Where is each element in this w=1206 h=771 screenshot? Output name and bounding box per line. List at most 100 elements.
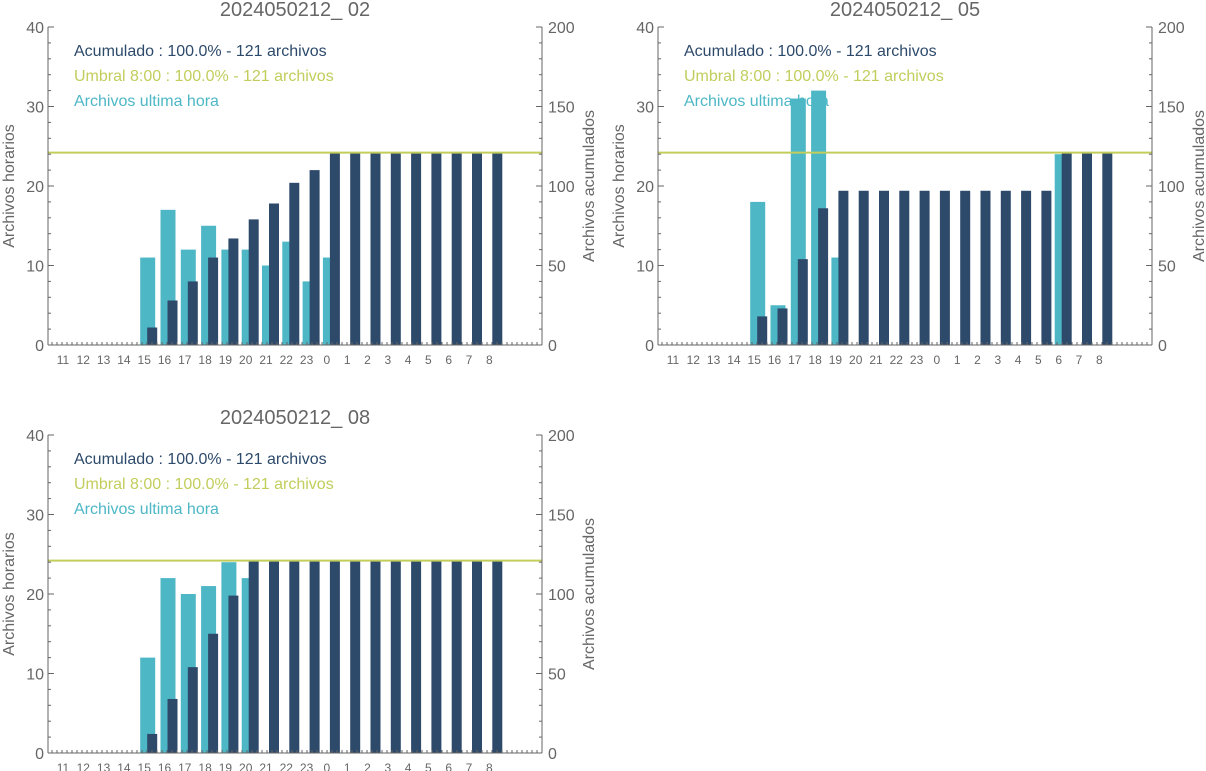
bar-cumulative <box>390 152 401 345</box>
bar-cumulative <box>757 316 768 345</box>
x-tick-label: 2 <box>364 761 371 771</box>
x-tick-label: 1 <box>344 761 351 771</box>
bar-cumulative <box>919 190 930 345</box>
y2-tick-label: 0 <box>548 746 557 763</box>
bar-cumulative <box>451 152 462 345</box>
legend-hourly: Archivos ultima hora <box>684 93 829 110</box>
bar-cumulative <box>472 152 482 345</box>
x-tick-label: 8 <box>1096 353 1103 367</box>
x-tick-label: 19 <box>829 353 843 367</box>
bar-cumulative <box>960 190 971 345</box>
x-tick-label: 6 <box>445 353 452 367</box>
y2-tick-label: 100 <box>1158 179 1185 196</box>
y2-axis-title: Archivos acumulados <box>581 518 598 670</box>
x-tick-label: 2 <box>364 353 371 367</box>
legend-threshold: Umbral 8:00 : 100.0% - 121 archivos <box>74 68 334 85</box>
x-tick-label: 11 <box>57 353 70 367</box>
y-tick-label: 0 <box>35 338 44 355</box>
x-tick-label: 16 <box>768 353 782 367</box>
bar-cumulative <box>208 257 219 345</box>
bar-cumulative <box>1021 190 1032 345</box>
chart-title: 2024050212_ 02 <box>220 0 370 21</box>
bar-cumulative <box>370 560 381 753</box>
x-tick-label: 19 <box>219 353 233 367</box>
x-tick-label: 18 <box>198 353 212 367</box>
x-tick-label: 0 <box>324 353 331 367</box>
bar-cumulative <box>208 633 219 753</box>
legend-cumulative: Acumulado : 100.0% - 121 archivos <box>74 43 327 60</box>
bar-cumulative <box>411 560 422 753</box>
x-tick-label: 21 <box>869 353 883 367</box>
bar-cumulative <box>309 170 320 345</box>
x-tick-label: 7 <box>466 353 473 367</box>
x-tick-label: 22 <box>890 353 904 367</box>
x-tick-label: 23 <box>300 353 314 367</box>
chart-title: 2024050212_ 08 <box>220 407 370 429</box>
x-tick-label: 22 <box>280 353 294 367</box>
y-tick-label: 20 <box>636 179 654 196</box>
bar-cumulative <box>1102 152 1113 345</box>
bar-hourly <box>140 657 156 753</box>
x-tick-label: 5 <box>425 761 432 771</box>
x-tick-label: 2 <box>974 353 981 367</box>
x-tick-label: 13 <box>97 353 111 367</box>
y2-tick-label: 0 <box>548 338 557 355</box>
bar-cumulative <box>269 203 279 345</box>
legend-hourly: Archivos ultima hora <box>74 501 219 518</box>
x-tick-label: 12 <box>77 353 91 367</box>
bar-cumulative <box>451 560 462 753</box>
bar-cumulative <box>329 152 340 345</box>
bar-cumulative <box>411 152 422 345</box>
bar-cumulative <box>248 560 259 753</box>
x-tick-label: 15 <box>748 353 762 367</box>
y-tick-label: 10 <box>26 259 44 276</box>
legend-hourly: Archivos ultima hora <box>74 93 219 110</box>
y-tick-label: 30 <box>636 100 654 117</box>
x-tick-label: 14 <box>727 353 741 367</box>
x-tick-label: 16 <box>158 353 172 367</box>
bar-cumulative <box>431 560 442 753</box>
x-tick-label: 4 <box>405 353 412 367</box>
y-axis-title: Archivos horarios <box>1 532 18 656</box>
y2-tick-label: 0 <box>1158 338 1167 355</box>
bar-cumulative <box>899 190 910 345</box>
bar-cumulative <box>289 560 300 753</box>
x-tick-label: 17 <box>178 761 192 771</box>
y2-tick-label: 200 <box>1158 20 1185 37</box>
x-tick-label: 3 <box>994 353 1001 367</box>
x-tick-label: 22 <box>280 761 294 771</box>
bar-cumulative <box>777 308 788 345</box>
x-tick-label: 20 <box>239 761 253 771</box>
x-tick-label: 12 <box>77 761 91 771</box>
x-tick-label: 12 <box>687 353 701 367</box>
y-tick-label: 30 <box>26 508 44 525</box>
bar-cumulative <box>390 560 401 753</box>
x-tick-label: 5 <box>425 353 432 367</box>
y2-tick-label: 100 <box>548 587 575 604</box>
legend-cumulative: Acumulado : 100.0% - 121 archivos <box>74 451 327 468</box>
y-tick-label: 0 <box>35 746 44 763</box>
x-tick-label: 7 <box>466 761 473 771</box>
bar-cumulative <box>1082 152 1092 345</box>
x-tick-label: 11 <box>57 761 70 771</box>
x-tick-label: 4 <box>1015 353 1022 367</box>
x-tick-label: 6 <box>1055 353 1062 367</box>
y2-tick-label: 150 <box>1158 100 1185 117</box>
legend-threshold: Umbral 8:00 : 100.0% - 121 archivos <box>684 68 944 85</box>
x-tick-label: 17 <box>788 353 802 367</box>
y2-axis-title: Archivos acumulados <box>1191 110 1206 262</box>
x-tick-label: 7 <box>1076 353 1083 367</box>
x-tick-label: 8 <box>486 761 493 771</box>
x-tick-label: 23 <box>300 761 314 771</box>
y2-tick-label: 50 <box>548 667 566 684</box>
bar-cumulative <box>858 190 869 345</box>
bar-cumulative <box>431 152 442 345</box>
bar-cumulative <box>187 281 198 345</box>
bar-hourly <box>140 257 156 345</box>
bar-cumulative <box>818 208 829 345</box>
x-tick-label: 17 <box>178 353 192 367</box>
y-tick-label: 0 <box>645 338 654 355</box>
x-tick-label: 0 <box>934 353 941 367</box>
